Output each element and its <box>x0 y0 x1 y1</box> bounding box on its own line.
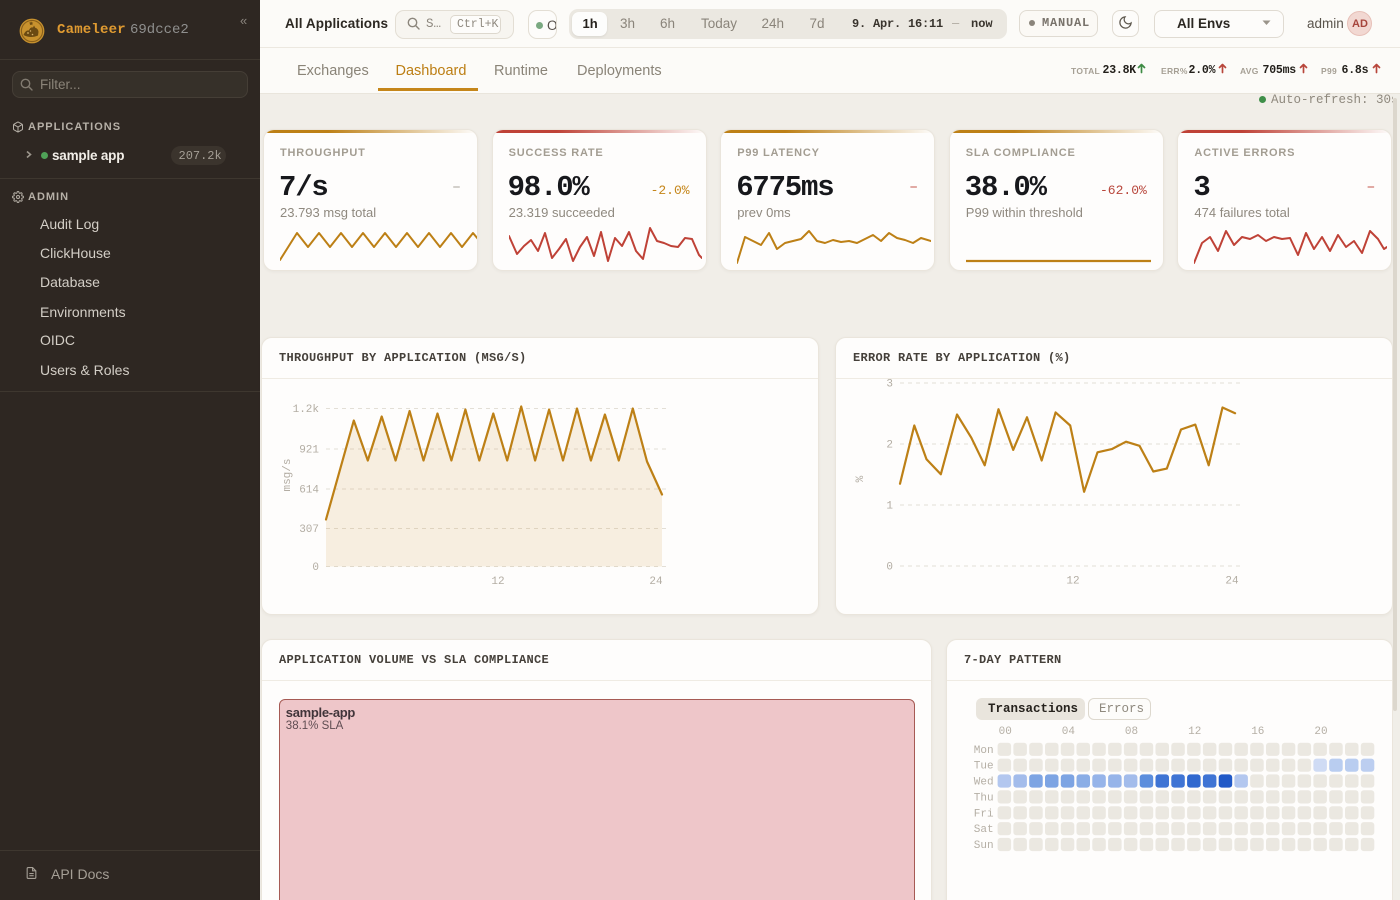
svg-text:0: 0 <box>312 562 319 574</box>
svg-text:12: 12 <box>491 576 504 588</box>
svg-text:1: 1 <box>886 501 893 513</box>
svg-text:307: 307 <box>299 524 319 536</box>
svg-text:%: % <box>855 475 867 482</box>
svg-text:0: 0 <box>886 562 893 574</box>
svg-text:24: 24 <box>1225 576 1239 588</box>
svg-text:1.2k: 1.2k <box>293 404 320 416</box>
svg-text:msg/s: msg/s <box>282 458 294 491</box>
svg-text:Fri: Fri <box>974 808 994 820</box>
svg-text:04: 04 <box>1062 726 1076 738</box>
svg-text:Tue: Tue <box>974 761 994 773</box>
svg-text:12: 12 <box>1188 726 1201 738</box>
svg-text:Sun: Sun <box>974 840 994 852</box>
svg-text:2: 2 <box>886 440 893 452</box>
svg-text:20: 20 <box>1314 726 1327 738</box>
svg-text:Mon: Mon <box>974 745 994 757</box>
svg-text:Thu: Thu <box>974 792 994 804</box>
svg-text:16: 16 <box>1251 726 1264 738</box>
svg-text:12: 12 <box>1066 576 1079 588</box>
svg-text:08: 08 <box>1125 726 1138 738</box>
svg-text:614: 614 <box>299 485 319 497</box>
svg-text:921: 921 <box>299 445 319 457</box>
svg-text:Sat: Sat <box>974 824 994 836</box>
svg-text:00: 00 <box>999 726 1012 738</box>
svg-text:24: 24 <box>649 576 663 588</box>
svg-text:3: 3 <box>886 379 893 391</box>
svg-text:Wed: Wed <box>974 777 994 789</box>
